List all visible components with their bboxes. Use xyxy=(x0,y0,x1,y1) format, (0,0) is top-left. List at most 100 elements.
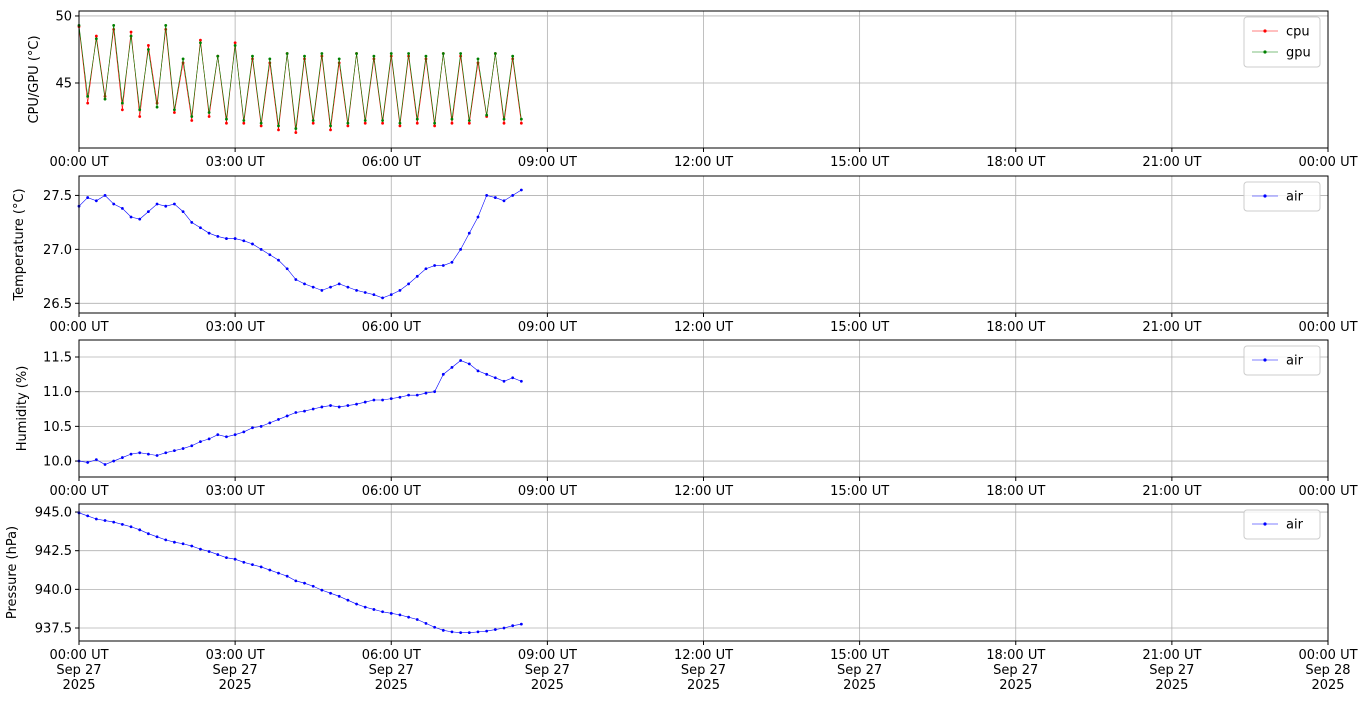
data-point xyxy=(120,108,124,112)
x-tick-label: 00:00 UT xyxy=(49,320,108,335)
data-point xyxy=(346,121,350,125)
data-point xyxy=(459,359,463,362)
data-point xyxy=(155,105,159,109)
data-point xyxy=(493,196,497,199)
subplot: 45 50 00:00 UT 03:00 UT 06:00 UT 09:00 UT 12:0… xyxy=(27,9,1358,170)
data-point xyxy=(485,372,489,376)
legend-marker xyxy=(1263,522,1267,526)
data-point xyxy=(207,231,211,235)
data-point xyxy=(337,61,341,65)
y-tick-label: 11.0 xyxy=(43,385,72,400)
data-point xyxy=(164,204,168,208)
data-point xyxy=(268,61,272,65)
legend-box xyxy=(1243,16,1321,68)
data-point xyxy=(407,615,410,619)
data-point xyxy=(181,57,185,61)
x-tick-label: 03:00 UT xyxy=(206,320,265,335)
data-point xyxy=(493,628,497,631)
data-point xyxy=(103,194,107,197)
data-point xyxy=(511,624,515,628)
data-point xyxy=(190,444,194,448)
data-point xyxy=(329,591,332,595)
data-point xyxy=(346,404,350,407)
data-point xyxy=(485,629,489,633)
data-point xyxy=(433,625,437,629)
x-tick-label: 21:00 UT xyxy=(1142,155,1201,170)
data-point xyxy=(511,54,515,58)
series-line xyxy=(78,25,522,129)
series-line xyxy=(78,189,522,299)
x-tick-label: 00:00 UT Sep 27 2025 xyxy=(49,648,108,693)
y-axis-label: CPU/GPU (°C) xyxy=(27,35,42,123)
data-point xyxy=(519,379,523,383)
data-point xyxy=(433,124,437,128)
data-point xyxy=(112,23,116,27)
data-point xyxy=(441,628,445,632)
subplot: 10.0 10.5 11.0 11.5 00:00 UT 03:00 UT 06:00 UT… xyxy=(15,339,1358,499)
data-point xyxy=(389,52,393,55)
data-point xyxy=(251,563,254,567)
data-point xyxy=(294,127,298,130)
data-point xyxy=(511,376,515,380)
data-point xyxy=(372,608,376,611)
data-point xyxy=(233,237,237,240)
data-point xyxy=(346,124,350,128)
data-point xyxy=(363,119,367,122)
data-point xyxy=(138,451,142,455)
data-point xyxy=(129,452,133,456)
x-tick-label: 03:00 UT Sep 27 2025 xyxy=(206,648,265,693)
data-point xyxy=(251,242,254,246)
data-point xyxy=(493,52,497,55)
data-point xyxy=(103,463,107,466)
x-tick-label: 06:00 UT xyxy=(362,155,421,170)
data-point xyxy=(138,115,142,118)
x-tick-label: 12:00 UT Sep 27 2025 xyxy=(674,648,733,693)
data-point xyxy=(329,285,332,289)
data-point xyxy=(86,101,90,105)
data-point xyxy=(441,264,445,267)
data-point xyxy=(225,117,228,121)
data-point xyxy=(173,449,176,453)
data-point xyxy=(441,372,445,376)
x-tick-label: 00:00 UT xyxy=(49,484,108,499)
data-point xyxy=(285,414,289,418)
data-point xyxy=(225,435,228,439)
data-point xyxy=(381,398,384,402)
plot-frame xyxy=(78,503,1329,642)
data-point xyxy=(112,459,116,463)
data-point xyxy=(502,379,506,383)
data-point xyxy=(103,519,107,522)
data-point xyxy=(242,119,246,122)
data-point xyxy=(86,514,90,518)
data-point xyxy=(441,52,445,55)
legend-label: gpu xyxy=(1286,46,1311,61)
data-point xyxy=(407,52,410,55)
data-point xyxy=(129,215,133,219)
data-point xyxy=(329,404,332,407)
data-point xyxy=(398,395,402,399)
data-point xyxy=(268,57,272,61)
legend-label: air xyxy=(1286,354,1304,369)
data-point xyxy=(467,119,471,122)
data-point xyxy=(511,194,515,197)
data-point xyxy=(381,119,384,122)
data-point xyxy=(199,440,202,444)
legend-box xyxy=(1243,509,1321,540)
data-point xyxy=(415,618,419,621)
data-point xyxy=(372,54,376,58)
data-point xyxy=(493,376,497,380)
data-point xyxy=(138,528,142,532)
y-tick-label: 11.5 xyxy=(43,350,72,365)
y-tick-label: 10.5 xyxy=(43,420,72,435)
legend-marker xyxy=(1263,194,1267,198)
data-point xyxy=(311,584,315,588)
data-point xyxy=(476,369,480,373)
data-point xyxy=(251,426,254,430)
data-point xyxy=(415,393,419,397)
data-point xyxy=(94,458,98,462)
data-point xyxy=(164,23,168,27)
x-tick-label: 00:00 UT xyxy=(49,155,108,170)
data-point xyxy=(346,285,350,289)
data-point xyxy=(424,267,428,271)
